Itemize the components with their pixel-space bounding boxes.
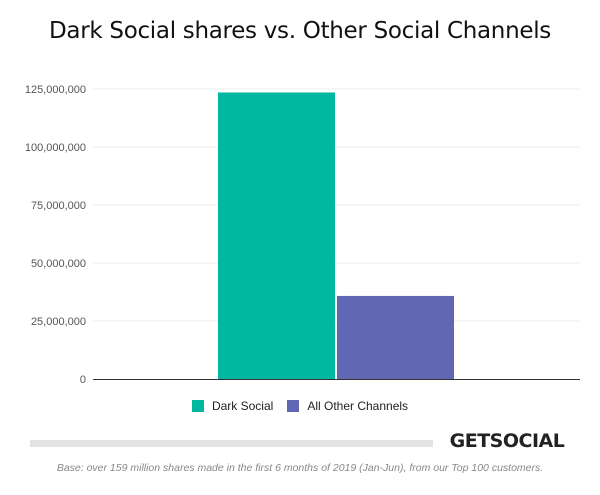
- chart-legend: Dark Social All Other Channels: [0, 399, 600, 413]
- legend-label-other-channels: All Other Channels: [307, 399, 409, 413]
- y-tick-label-3: 75,000,000: [31, 200, 86, 212]
- legend-item-dark-social[interactable]: Dark Social: [191, 399, 274, 413]
- chart-title: Dark Social shares vs. Other Social Chan…: [49, 18, 551, 44]
- legend-swatch-dark-social: [191, 400, 204, 412]
- y-tick-label-0: 0: [80, 374, 86, 386]
- y-tick-label-4: 100,000,000: [25, 142, 86, 154]
- legend-item-other-channels[interactable]: All Other Channels: [287, 399, 408, 413]
- bar-other-channels: [337, 295, 454, 379]
- brand-logo: GETSOCIAL: [449, 430, 565, 452]
- y-tick-label-1: 25,000,000: [31, 316, 86, 328]
- legend-swatch-other-channels: [287, 400, 300, 412]
- legend-label-dark-social: Dark Social: [211, 399, 274, 413]
- footnote: Base: over 159 million shares made in th…: [56, 462, 544, 474]
- y-tick-label-5: 125,000,000: [25, 84, 86, 96]
- y-tick-label-2: 50,000,000: [31, 258, 86, 270]
- footer-divider: [30, 440, 433, 447]
- bar-dark-social: [218, 92, 335, 379]
